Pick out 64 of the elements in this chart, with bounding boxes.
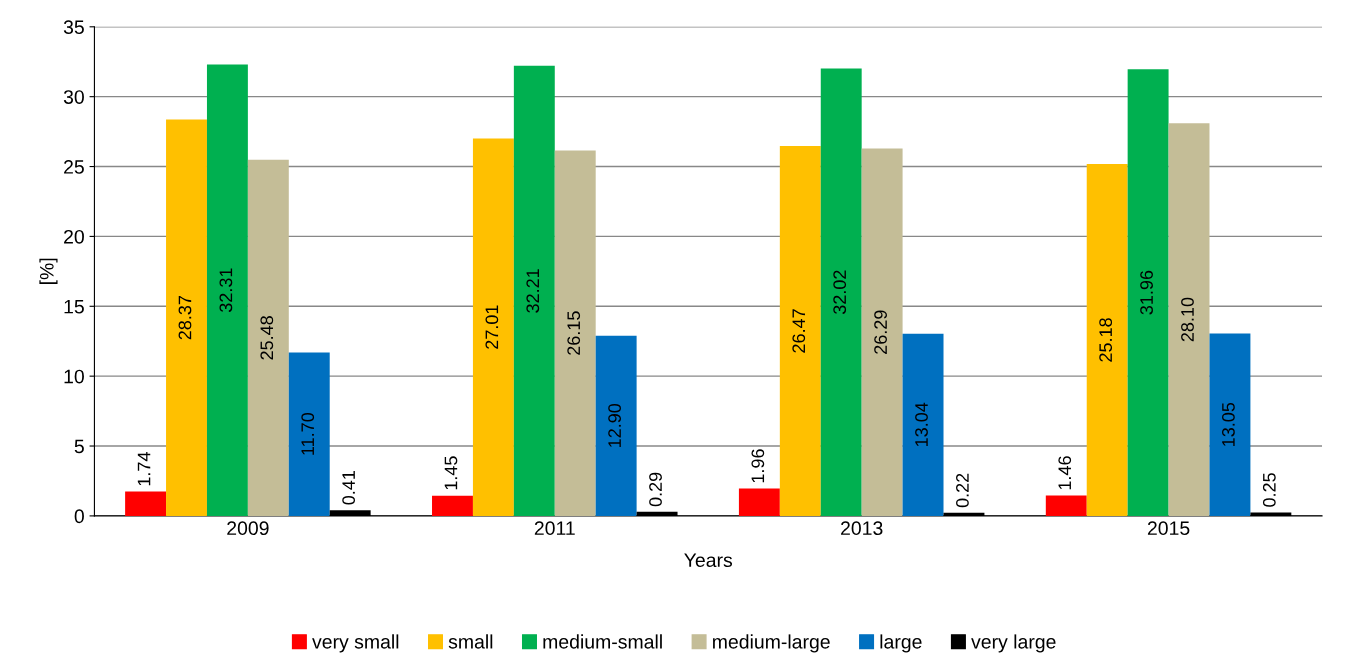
bar [554,150,596,516]
bar [247,159,289,516]
bar [1127,69,1169,516]
bar [288,352,330,516]
bar [779,146,821,516]
y-tick-label: 30 [63,90,84,104]
y-tick-label: 5 [74,439,84,454]
data-label: 1.46 [1058,456,1072,490]
data-label: 27.01 [485,305,499,349]
data-label: 1.45 [444,456,458,490]
bar [738,488,780,516]
x-tick-label: 2015 [1147,521,1190,536]
x-axis-title: Years [684,553,733,568]
data-label: 26.29 [874,310,887,354]
data-label: 28.37 [178,295,192,340]
y-axis-title: [%] [39,258,58,285]
legend-label: very large [971,634,1056,653]
data-label: 31.96 [1140,270,1153,315]
y-tick-label: 20 [64,229,84,244]
data-label: 0.25 [1262,473,1276,507]
data-label: 13.05 [1222,402,1235,446]
data-label: 25.18 [1099,318,1113,362]
data-label: 1.74 [137,452,151,486]
x-tick-label: 2013 [841,521,883,536]
data-label: 28.10 [1181,297,1194,342]
legend-label: medium-small [543,634,662,649]
bar [472,138,514,516]
data-label: 32.02 [833,270,847,315]
y-tick-label: 0 [74,509,84,524]
x-tick-label: 2011 [534,521,575,536]
bar [861,148,903,516]
y-tick-label: 25 [64,160,84,174]
bar [1209,333,1251,516]
data-label: 12.90 [608,403,621,447]
bar [820,68,862,516]
data-label: 25.48 [260,316,274,360]
bar [513,65,555,516]
bar [902,333,944,516]
data-label: 0.29 [649,472,662,507]
data-label: 1.96 [751,449,765,483]
legend-label: very small [312,634,399,653]
data-label: 13.04 [915,402,928,446]
bar [1086,164,1128,516]
bar [206,64,248,516]
data-label: 0.22 [956,473,969,508]
data-label: 32.31 [219,268,233,313]
y-tick-label: 15 [64,299,84,314]
bar [166,119,207,516]
data-label: 26.47 [792,309,806,353]
bar [595,335,637,516]
bar [432,495,473,516]
bar [125,491,167,516]
data-label: 26.15 [567,311,581,355]
data-label: 11.70 [301,412,315,455]
y-tick-label: 35 [63,20,84,35]
data-label: 0.41 [342,471,356,505]
y-tick-label: 10 [64,369,84,384]
legend-label: small [448,634,493,649]
data-label: 32.21 [526,269,540,313]
x-tick-label: 2009 [227,521,269,536]
legend-label: large [880,634,922,653]
legend-label: medium-large [713,634,830,653]
bar [1168,123,1210,516]
bar [1045,495,1087,516]
